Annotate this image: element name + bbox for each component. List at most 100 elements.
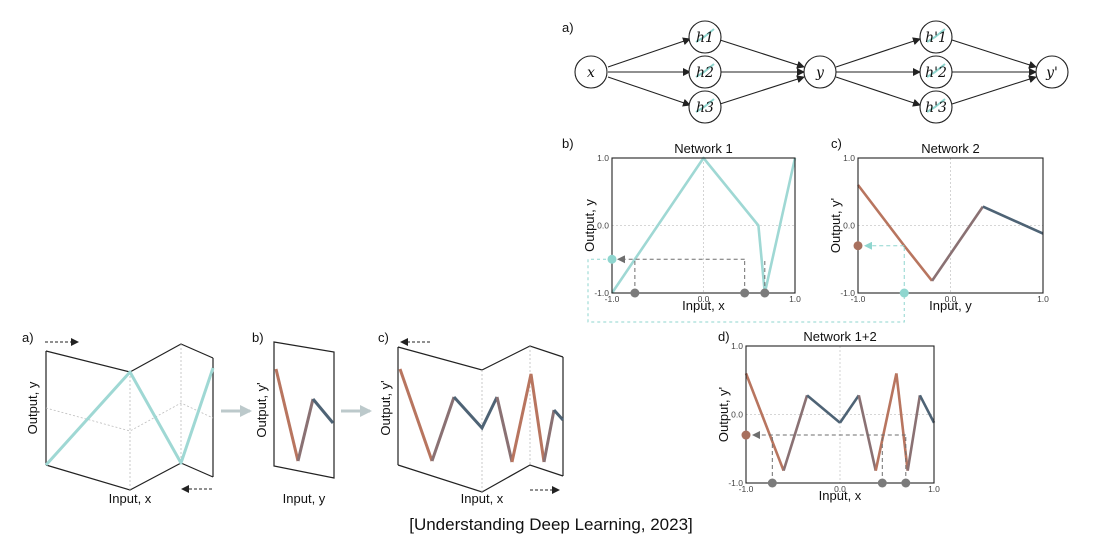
x-tick-label: 0.0 [698, 294, 710, 304]
fold-panel-c: c) Input, x Output, y' [378, 330, 565, 506]
series-line-1 [856, 184, 934, 282]
series-line-2 [782, 394, 809, 472]
fold-bottom-edge [45, 462, 214, 491]
fold-panel-c-ylabel: Output, y' [378, 380, 393, 435]
fold-panel-c-curve-seg [510, 373, 546, 463]
x-tick-label: 1.0 [1037, 294, 1049, 304]
fold-panel-b-ylabel: Output, y' [254, 382, 269, 437]
svg-text:y: y [815, 65, 825, 81]
series-line-8 [906, 395, 922, 471]
node-y-prime: y' [1035, 55, 1069, 89]
plot-frame [611, 157, 796, 294]
chart-panel-1: -1.0 0.0 1.0 -1.0 0.0 1.0 Network 1 Input, x Out… [562, 136, 905, 323]
network-edges [607, 37, 1037, 107]
series-line-4 [838, 394, 860, 424]
figure-caption: [Understanding Deep Learning, 2023] [409, 515, 693, 534]
fold-panel-c-curve-seg [495, 396, 514, 463]
marked-input-dot [899, 288, 909, 298]
edge-x-h3 [607, 76, 691, 107]
y-axis-label: Output, y' [716, 387, 731, 442]
fold-panel-c-curve-seg [398, 368, 434, 462]
fold-panel-b-curve-seg [274, 368, 300, 462]
fold-panel-b-curve-seg [296, 398, 315, 462]
x-tick-label: -1.0 [605, 294, 620, 304]
series-line-5 [857, 395, 877, 471]
chart-title: Network 2 [921, 141, 980, 156]
series-line-1 [744, 372, 785, 472]
y-axis-label: Output, y [582, 199, 597, 252]
fold-midline [45, 402, 214, 432]
fold-panel-a-label: a) [22, 330, 34, 345]
series-line-1 [610, 156, 797, 295]
marked-input-dot [901, 478, 911, 488]
y-tick-label: -1.0 [594, 288, 609, 298]
series-line-3 [806, 394, 841, 424]
chart-title: Network 1 [674, 141, 733, 156]
y-tick-label: 0.0 [597, 221, 609, 231]
chart-panels: -1.0 0.0 1.0 -1.0 0.0 1.0 Network 1 Input, x Out… [562, 136, 1049, 503]
fold-panel-b: b) Input, y Output, y' [252, 330, 335, 506]
chart-panel-label: b) [562, 136, 574, 151]
x-tick-label: 1.0 [928, 484, 940, 494]
chart-panel-3: -1.0 0.0 1.0 -1.0 0.0 1.0 Network 1+2 Input, x O… [716, 329, 940, 503]
connector-line [587, 258, 905, 323]
y-tick-label: 0.0 [731, 410, 743, 420]
x-axis-label: Input, x [682, 298, 725, 313]
svg-text:h2: h2 [696, 65, 714, 81]
series-line-7 [895, 373, 909, 471]
svg-text:h3: h3 [696, 100, 714, 116]
chart-panel-label: d) [718, 329, 730, 344]
node-h3-prime: h'3 [919, 90, 953, 124]
plot-frame [745, 345, 935, 484]
svg-text:h'3: h'3 [925, 100, 947, 116]
fold-panel-b-label: b) [252, 330, 264, 345]
x-axis-label: Input, y [929, 298, 972, 313]
fold-panel-b-xlabel: Input, y [283, 491, 326, 506]
network-diagram: a) x h1 h2 [562, 20, 1069, 124]
edge-h1p-yp [951, 39, 1037, 69]
fold-top-edge [397, 345, 564, 371]
marked-input-dot [767, 478, 777, 488]
series-line-2 [930, 205, 984, 282]
svg-text:x: x [587, 65, 595, 81]
edge-h1-y [719, 39, 805, 69]
y-tick-label: 1.0 [731, 341, 743, 351]
fold-panel-c-curve-seg [430, 396, 456, 462]
fold-top-edge [45, 343, 214, 373]
relu-icon [695, 98, 715, 113]
fold-panel-c-curve-seg [542, 409, 556, 463]
fold-panel-c-curve-seg [552, 408, 565, 422]
y-axis-label: Output, y' [828, 198, 843, 253]
fold-panel-c-label: c) [378, 330, 389, 345]
fold-teal-curve [44, 367, 215, 467]
x-tick-label: -1.0 [851, 294, 866, 304]
x-tick-label: 0.0 [945, 294, 957, 304]
node-x: x [574, 55, 608, 89]
marked-input-dot [740, 288, 750, 298]
chart-panel-label: c) [831, 136, 842, 151]
edge-y-h3p [835, 76, 921, 107]
node-h2-prime: h'2 [919, 55, 953, 89]
x-tick-label: -1.0 [739, 484, 754, 494]
chart-panel-2: -1.0 0.0 1.0 -1.0 0.0 1.0 Network 2 Input, y Out… [828, 136, 1049, 313]
chart-title: Network 1+2 [803, 329, 876, 344]
x-tick-label: 1.0 [789, 294, 801, 304]
node-h2: h2 [688, 55, 722, 89]
marked-input-dot [877, 478, 887, 488]
series-line-3 [982, 205, 1044, 235]
fold-illustration: a) Input, x Output, y b) Input, y Output… [22, 330, 565, 506]
fold-panel-a-xlabel: Input, x [109, 491, 152, 506]
fold-panel-a-ylabel: Output, y [25, 381, 40, 434]
x-axis-label: Input, x [819, 488, 862, 503]
marked-input-dot [630, 288, 640, 298]
svg-text:h'1: h'1 [925, 30, 947, 46]
fold-panel-c-curve-seg [452, 395, 499, 431]
fold-panel-b-curve-seg [311, 398, 335, 424]
plot-frame [857, 157, 1044, 294]
y-tick-label: 1.0 [597, 153, 609, 163]
y-tick-label: 0.0 [843, 221, 855, 231]
relu-icon [695, 28, 715, 43]
series-line-9 [918, 394, 936, 424]
node-h3: h3 [688, 90, 722, 124]
